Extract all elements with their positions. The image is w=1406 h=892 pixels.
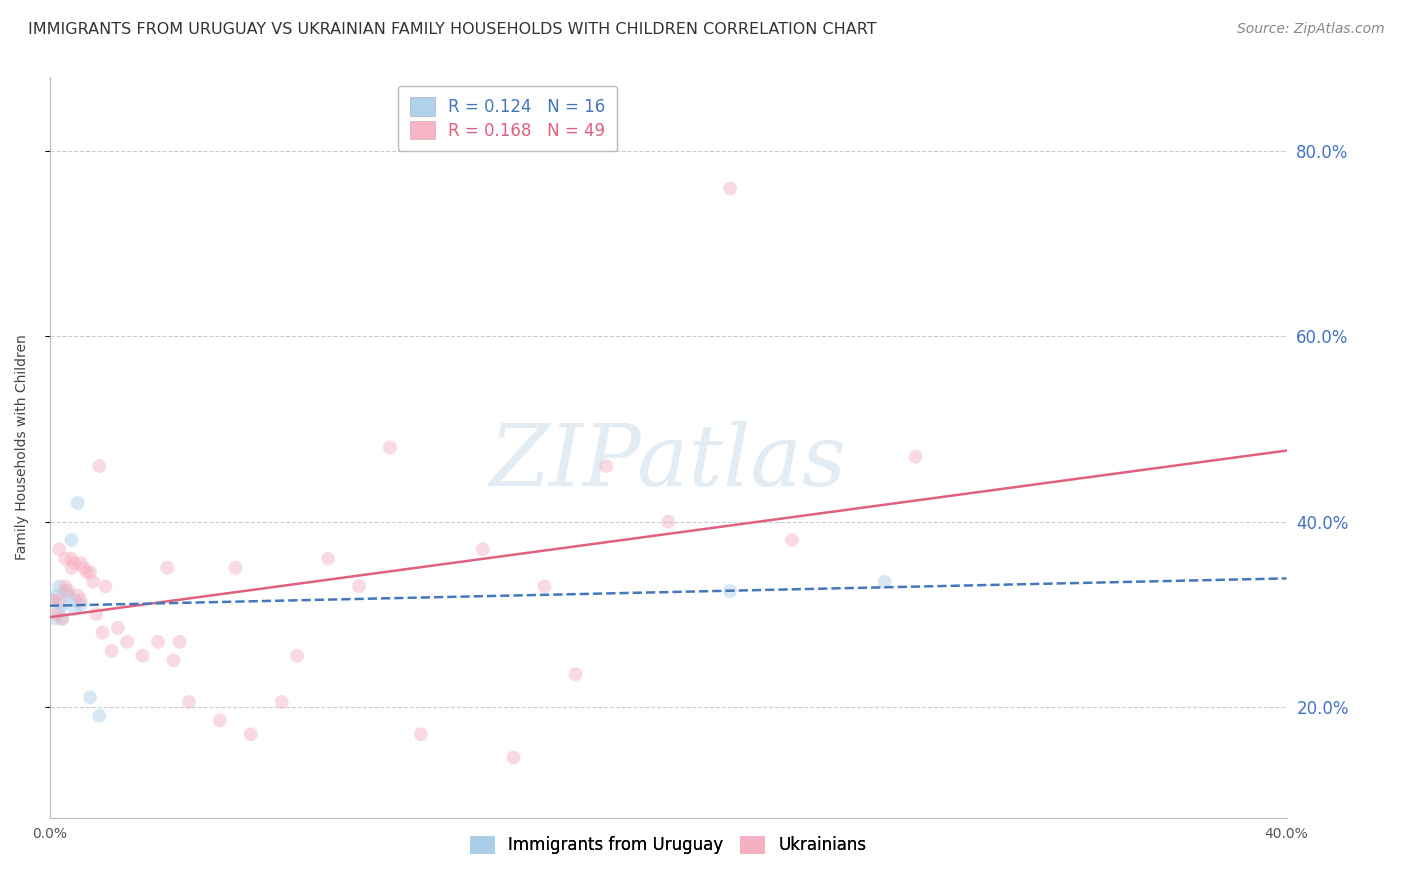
Point: [162, 653, 184, 667]
Point: [45, 612, 67, 626]
Point: [42, 593, 65, 607]
Point: [69, 556, 91, 570]
Text: IMMIGRANTS FROM URUGUAY VS UKRAINIAN FAMILY HOUSEHOLDS WITH CHILDREN CORRELATION: IMMIGRANTS FROM URUGUAY VS UKRAINIAN FAM…: [28, 22, 877, 37]
Point: [177, 695, 200, 709]
Point: [316, 551, 339, 566]
Point: [564, 667, 586, 681]
Point: [169, 635, 191, 649]
Point: [76, 566, 98, 580]
Point: [51, 598, 73, 612]
Point: [79, 566, 101, 580]
Point: [146, 635, 169, 649]
Point: [89, 458, 111, 473]
Point: [471, 542, 494, 557]
Point: [60, 561, 83, 575]
Point: [239, 727, 262, 741]
Point: [45, 607, 67, 621]
Point: [208, 714, 231, 728]
Point: [595, 458, 617, 473]
Point: [873, 574, 896, 589]
Text: ZIPatlas: ZIPatlas: [489, 421, 846, 504]
Point: [66, 496, 89, 510]
Point: [156, 561, 179, 575]
Point: [60, 551, 83, 566]
Point: [82, 574, 104, 589]
Point: [69, 593, 91, 607]
Y-axis label: Family Households with Children: Family Households with Children: [15, 334, 30, 560]
Point: [51, 612, 73, 626]
Point: [63, 593, 86, 607]
Point: [115, 635, 138, 649]
Point: [73, 561, 96, 575]
Point: [58, 583, 80, 598]
Point: [45, 589, 67, 603]
Point: [718, 181, 741, 195]
Point: [53, 551, 76, 566]
Point: [409, 727, 432, 741]
Point: [89, 708, 111, 723]
Point: [502, 750, 524, 764]
Point: [100, 644, 122, 658]
Point: [48, 593, 70, 607]
Point: [42, 593, 65, 607]
Point: [69, 598, 91, 612]
Point: [48, 542, 70, 557]
Point: [224, 561, 246, 575]
Point: [79, 690, 101, 705]
Point: [58, 589, 80, 603]
Point: [63, 556, 86, 570]
Point: [84, 607, 107, 621]
Point: [347, 579, 370, 593]
Legend: Immigrants from Uruguay, Ukrainians: Immigrants from Uruguay, Ukrainians: [463, 829, 873, 861]
Point: [48, 579, 70, 593]
Point: [91, 625, 114, 640]
Point: [94, 579, 117, 593]
Point: [66, 589, 89, 603]
Point: [131, 648, 153, 663]
Point: [53, 579, 76, 593]
Point: [51, 612, 73, 626]
Point: [904, 450, 927, 464]
Point: [378, 441, 401, 455]
Point: [48, 602, 70, 616]
Point: [780, 533, 803, 547]
Point: [63, 602, 86, 616]
Point: [270, 695, 292, 709]
Point: [60, 533, 83, 547]
Point: [533, 579, 555, 593]
Point: [285, 648, 308, 663]
Text: Source: ZipAtlas.com: Source: ZipAtlas.com: [1237, 22, 1385, 37]
Point: [107, 621, 129, 635]
Point: [718, 583, 741, 598]
Point: [53, 583, 76, 598]
Point: [657, 515, 679, 529]
